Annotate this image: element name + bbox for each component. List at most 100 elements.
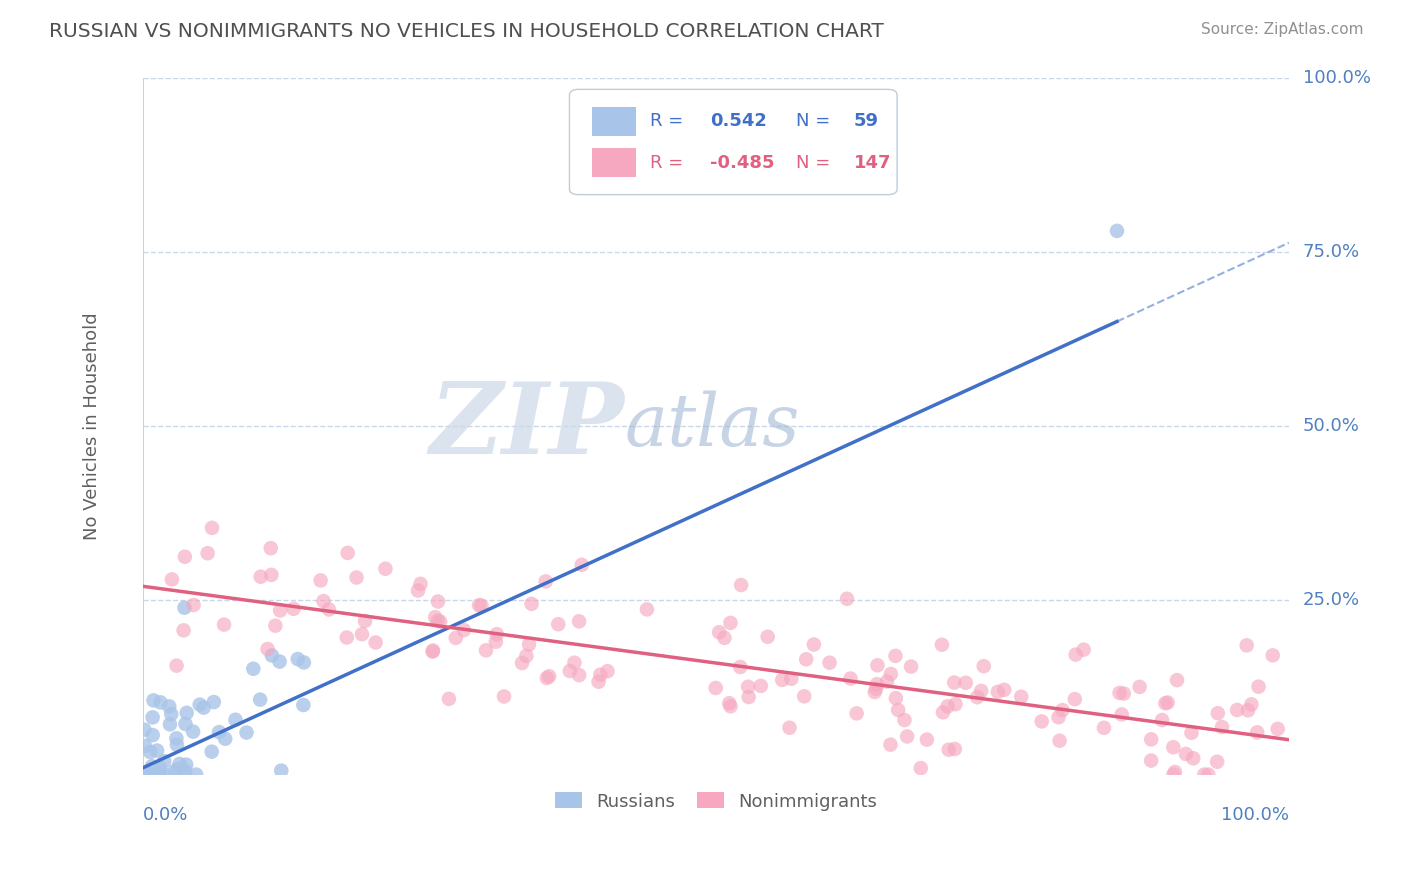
Point	[1052, 703, 1074, 717]
Point	[165, 731, 187, 746]
Point	[249, 692, 271, 706]
Point	[1226, 703, 1249, 717]
Point	[818, 656, 841, 670]
Bar	[592, 107, 636, 136]
Point	[142, 728, 165, 742]
Point	[134, 767, 156, 781]
Point	[409, 577, 432, 591]
Text: -0.485: -0.485	[710, 153, 775, 171]
Point	[292, 656, 315, 670]
Point	[1073, 642, 1095, 657]
Point	[1180, 726, 1202, 740]
Point	[429, 615, 451, 629]
Point	[134, 723, 156, 737]
Point	[166, 658, 188, 673]
Text: 59: 59	[853, 112, 879, 130]
Point	[212, 617, 235, 632]
Point	[354, 614, 377, 628]
Text: 100.0%: 100.0%	[1220, 806, 1289, 824]
Text: 0.0%: 0.0%	[143, 806, 188, 824]
Text: 0.542: 0.542	[710, 112, 768, 130]
Point	[142, 710, 165, 724]
Point	[283, 601, 305, 615]
Point	[136, 767, 159, 781]
Point	[1152, 713, 1174, 727]
Point	[1163, 767, 1185, 781]
Point	[1206, 706, 1229, 721]
Point	[793, 690, 815, 704]
Point	[142, 693, 165, 707]
Point	[181, 724, 204, 739]
Point	[135, 767, 157, 781]
Point	[169, 756, 191, 771]
Point	[426, 614, 449, 628]
Text: No Vehicles in Household: No Vehicles in Household	[83, 312, 101, 540]
Point	[1010, 690, 1032, 704]
Point	[879, 738, 901, 752]
FancyBboxPatch shape	[569, 89, 897, 194]
Point	[160, 707, 183, 722]
Text: 25.0%: 25.0%	[1302, 591, 1360, 609]
Point	[260, 541, 283, 556]
Point	[900, 659, 922, 673]
Point	[547, 617, 569, 632]
Point	[936, 699, 959, 714]
Point	[163, 764, 186, 778]
Point	[880, 667, 903, 681]
Point	[270, 764, 292, 778]
Point	[730, 660, 752, 674]
Point	[1182, 751, 1205, 765]
Point	[1112, 687, 1135, 701]
Point	[336, 631, 359, 645]
Point	[139, 767, 162, 781]
Point	[931, 638, 953, 652]
Point	[149, 767, 172, 781]
Point	[202, 695, 225, 709]
Point	[174, 757, 197, 772]
Point	[970, 684, 993, 698]
Point	[256, 642, 278, 657]
Point	[148, 767, 170, 781]
Bar	[592, 148, 636, 178]
Point	[1140, 732, 1163, 747]
Point	[515, 648, 537, 663]
Point	[534, 574, 557, 589]
Point	[173, 624, 195, 638]
Text: 100.0%: 100.0%	[1302, 69, 1371, 87]
Point	[737, 680, 759, 694]
Point	[146, 743, 169, 757]
Point	[966, 690, 988, 705]
Point	[749, 679, 772, 693]
Point	[437, 691, 460, 706]
Text: 147: 147	[853, 153, 891, 171]
Point	[1237, 703, 1260, 717]
Point	[1129, 680, 1152, 694]
Point	[730, 578, 752, 592]
Point	[1240, 698, 1263, 712]
Point	[780, 672, 803, 686]
Point	[1140, 754, 1163, 768]
Point	[1166, 673, 1188, 688]
Point	[1267, 722, 1289, 736]
Point	[1111, 707, 1133, 722]
Point	[406, 583, 429, 598]
Point	[1211, 720, 1233, 734]
Point	[1174, 747, 1197, 761]
Point	[260, 648, 283, 663]
Point	[596, 664, 619, 678]
Point	[1156, 696, 1178, 710]
Point	[866, 658, 889, 673]
Point	[1246, 725, 1268, 739]
Text: Source: ZipAtlas.com: Source: ZipAtlas.com	[1201, 22, 1364, 37]
Point	[884, 691, 907, 706]
Point	[136, 767, 159, 781]
Point	[564, 656, 586, 670]
Point	[197, 546, 219, 560]
Point	[845, 706, 868, 721]
Point	[1063, 692, 1085, 706]
Point	[1261, 648, 1284, 663]
Point	[287, 652, 309, 666]
Point	[134, 739, 156, 753]
Point	[839, 672, 862, 686]
Point	[1064, 648, 1087, 662]
